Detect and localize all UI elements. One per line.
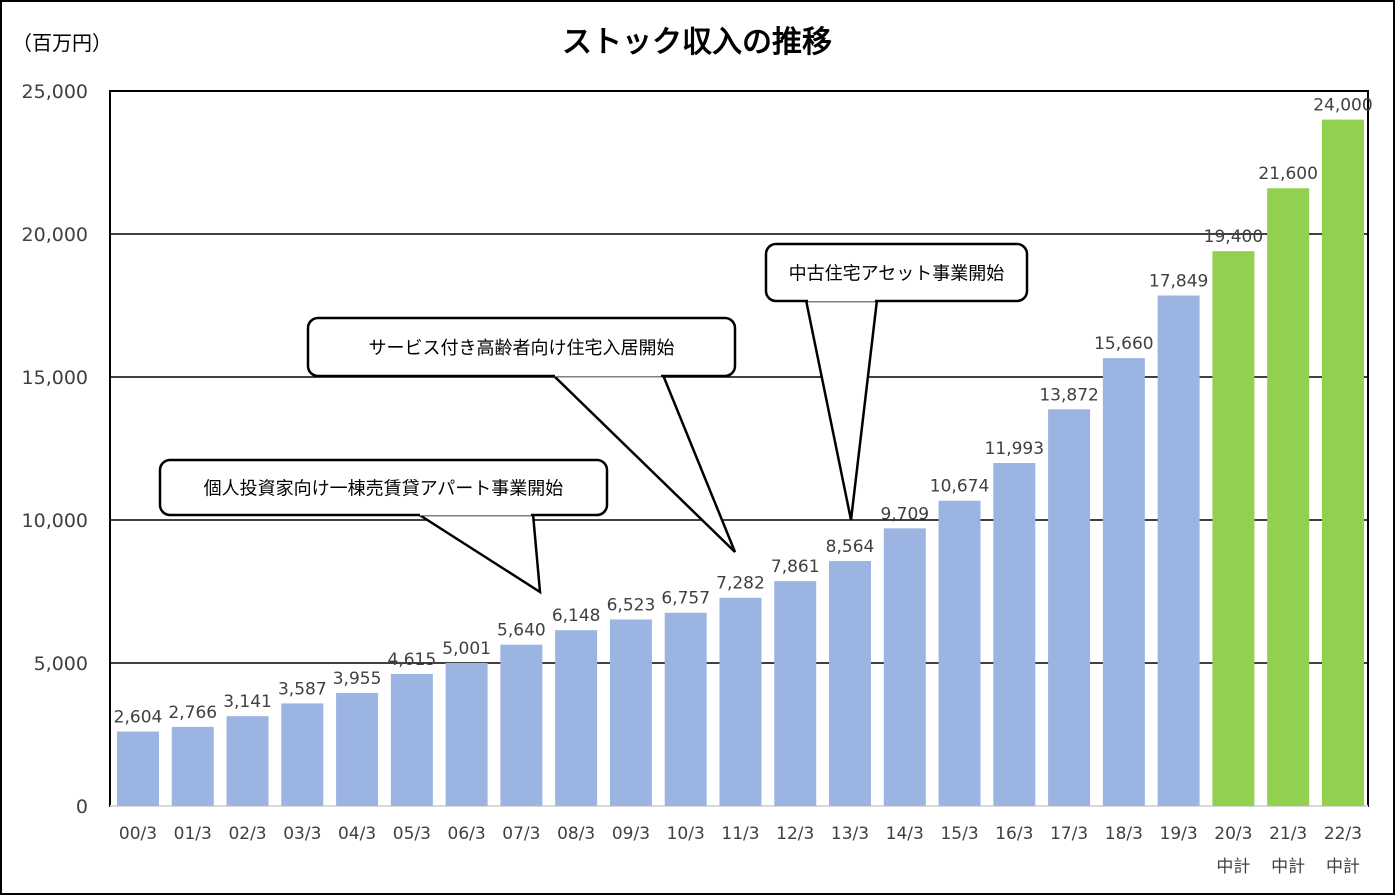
y-tick-label: 0 <box>76 796 88 818</box>
data-label: 5,640 <box>497 621 546 641</box>
callout-text: 個人投資家向け一棟売賃貸アパート事業開始 <box>204 479 564 500</box>
y-tick-label: 25,000 <box>22 81 88 103</box>
data-label: 2,604 <box>114 708 163 728</box>
data-label: 5,001 <box>442 639 491 659</box>
x-tick-sublabel: 中計 <box>1326 857 1360 877</box>
x-tick-label: 08/3 <box>557 824 595 844</box>
x-tick-label: 22/3 <box>1324 824 1362 844</box>
bar-03/3 <box>281 703 324 806</box>
y-tick-label: 15,000 <box>22 367 88 389</box>
x-tick-label: 02/3 <box>228 824 266 844</box>
data-label: 6,148 <box>552 606 601 626</box>
data-label: 9,709 <box>880 504 929 524</box>
bar-06/3 <box>445 662 488 806</box>
x-tick-label: 00/3 <box>119 824 157 844</box>
bar-20/3 <box>1212 251 1255 806</box>
x-tick-label: 11/3 <box>721 824 759 844</box>
x-tick-label: 17/3 <box>1050 824 1088 844</box>
bar-04/3 <box>336 692 379 806</box>
x-tick-label: 20/3 <box>1214 824 1252 844</box>
x-tick-label: 14/3 <box>886 824 924 844</box>
data-label: 21,600 <box>1258 164 1317 184</box>
y-tick-label: 10,000 <box>22 510 88 532</box>
x-tick-label: 18/3 <box>1105 824 1143 844</box>
bar-12/3 <box>774 581 817 806</box>
data-label: 17,849 <box>1149 272 1208 292</box>
callout-pointer <box>413 512 542 595</box>
bar-21/3 <box>1267 188 1310 807</box>
callout-box <box>764 242 1029 303</box>
callout-box <box>306 316 737 378</box>
data-label: 19,400 <box>1204 227 1263 247</box>
y-tick-label: 5,000 <box>34 653 88 675</box>
data-label: 11,993 <box>985 439 1044 459</box>
callout-box <box>158 458 609 517</box>
y-tick-label: 20,000 <box>22 224 88 246</box>
bar-01/3 <box>171 726 214 806</box>
bar-15/3 <box>938 500 981 806</box>
data-label: 13,872 <box>1039 385 1098 405</box>
x-tick-label: 04/3 <box>338 824 376 844</box>
data-label: 6,523 <box>607 595 656 615</box>
chart-title: ストック収入の推移 <box>562 25 832 60</box>
x-tick-label: 07/3 <box>502 824 540 844</box>
x-tick-sublabel: 中計 <box>1271 857 1305 877</box>
x-tick-label: 06/3 <box>448 824 486 844</box>
bar-02/3 <box>226 716 269 806</box>
data-label: 7,861 <box>771 557 820 577</box>
bar-13/3 <box>829 561 872 806</box>
data-label: 3,141 <box>223 692 272 712</box>
x-tick-label: 01/3 <box>174 824 212 844</box>
bar-19/3 <box>1157 295 1200 806</box>
bar-16/3 <box>993 463 1036 806</box>
data-label: 3,955 <box>333 669 382 689</box>
bar-00/3 <box>117 731 159 806</box>
x-tick-label: 13/3 <box>831 824 869 844</box>
x-tick-sublabel: 中計 <box>1216 857 1250 877</box>
data-label: 8,564 <box>826 537 875 557</box>
x-tick-label: 03/3 <box>283 824 321 844</box>
callout-text: サービス付き高齢者向け住宅入居開始 <box>369 338 675 359</box>
x-tick-label: 05/3 <box>393 824 431 844</box>
x-tick-label: 10/3 <box>667 824 705 844</box>
bar-22/3 <box>1321 119 1364 807</box>
x-tick-label: 12/3 <box>776 824 814 844</box>
callout-annotation: 個人投資家向け一棟売賃貸アパート事業開始 <box>158 458 609 595</box>
callout-pointer <box>804 298 879 521</box>
callout-annotation: サービス付き高齢者向け住宅入居開始 <box>306 316 737 553</box>
data-label: 4,615 <box>388 650 437 670</box>
data-label: 15,660 <box>1094 334 1153 354</box>
bar-07/3 <box>500 644 543 806</box>
unit-label: （百万円） <box>12 31 112 55</box>
bar-14/3 <box>883 528 926 806</box>
bar-18/3 <box>1102 358 1145 806</box>
bar-05/3 <box>390 674 433 806</box>
x-tick-label: 09/3 <box>612 824 650 844</box>
callout-annotation: 中古住宅アセット事業開始 <box>764 242 1029 521</box>
bar-08/3 <box>555 630 598 806</box>
data-label: 24,000 <box>1313 96 1372 116</box>
x-tick-label: 15/3 <box>940 824 978 844</box>
bar-09/3 <box>609 619 652 806</box>
bar-10/3 <box>664 612 707 806</box>
x-tick-label: 21/3 <box>1269 824 1307 844</box>
callout-text: 中古住宅アセット事業開始 <box>789 264 1005 285</box>
data-label: 7,282 <box>716 574 765 594</box>
data-label: 3,587 <box>278 679 327 699</box>
data-label: 10,674 <box>930 477 989 497</box>
bar-17/3 <box>1048 409 1091 806</box>
bar-11/3 <box>719 597 762 806</box>
data-label: 6,757 <box>661 589 710 609</box>
x-tick-label: 16/3 <box>995 824 1033 844</box>
x-tick-label: 19/3 <box>1160 824 1198 844</box>
data-label: 2,766 <box>168 703 217 723</box>
